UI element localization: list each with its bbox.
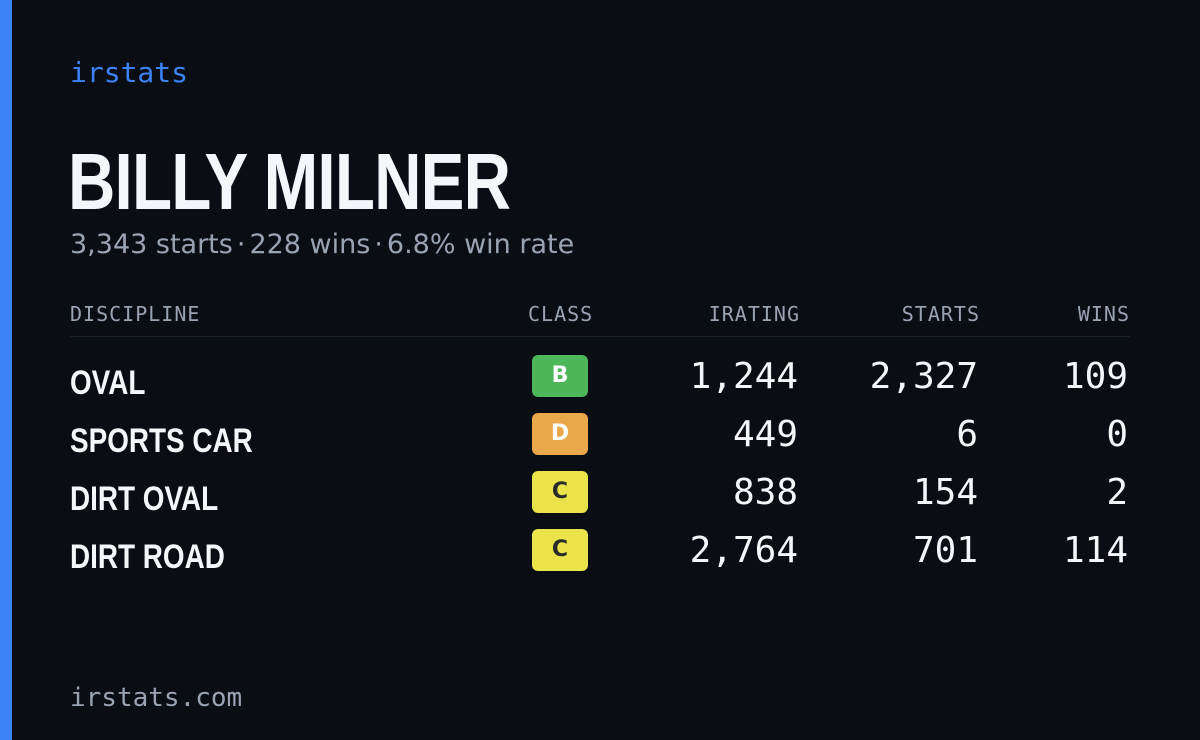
irating-value: 1,244 — [689, 356, 798, 397]
discipline-name: OVAL — [70, 364, 146, 402]
table-row: OVAL B 1,244 2,327 109 — [70, 353, 1130, 411]
class-badge: B — [532, 355, 588, 397]
class-badge: C — [532, 471, 588, 513]
summary-win-rate: 6.8% win rate — [386, 229, 575, 260]
summary-separator: · — [374, 229, 383, 260]
header-starts: STARTS — [901, 302, 980, 326]
table-row: DIRT ROAD C 2,764 701 114 — [70, 527, 1130, 585]
header-discipline: DISCIPLINE — [70, 302, 201, 326]
discipline-name: SPORTS CAR — [70, 422, 253, 460]
summary-starts: 3,343 starts — [70, 229, 233, 260]
driver-name: BILLY MILNER — [68, 137, 511, 226]
summary-separator: · — [236, 229, 246, 260]
footer-url: irstats.com — [70, 683, 243, 713]
starts-value: 2,327 — [869, 356, 978, 397]
header-wins: WINS — [1077, 302, 1130, 326]
discipline-name: DIRT OVAL — [70, 480, 219, 518]
irating-value: 449 — [732, 414, 798, 455]
table-row: DIRT OVAL C 838 154 2 — [70, 469, 1130, 527]
table-row: SPORTS CAR D 449 6 0 — [70, 411, 1130, 469]
wins-value: 2 — [1106, 472, 1128, 513]
table-header: DISCIPLINE CLASS IRATING STARTS WINS — [70, 296, 1130, 337]
discipline-stats-table: DISCIPLINE CLASS IRATING STARTS WINS OVA… — [70, 296, 1130, 585]
wins-value: 114 — [1062, 530, 1128, 571]
discipline-name: DIRT ROAD — [70, 538, 225, 576]
irating-value: 2,764 — [689, 530, 798, 571]
starts-value: 154 — [912, 472, 978, 513]
class-badge: C — [532, 529, 588, 571]
accent-bar — [0, 0, 12, 740]
table-body: OVAL B 1,244 2,327 109 SPORTS CAR D 449 … — [70, 353, 1130, 585]
wins-value: 109 — [1062, 356, 1128, 397]
starts-value: 6 — [956, 414, 978, 455]
class-badge: D — [532, 413, 588, 455]
header-irating: IRATING — [708, 302, 800, 326]
starts-value: 701 — [912, 530, 978, 571]
header-class: CLASS — [528, 302, 594, 326]
summary-wins: 228 wins — [249, 229, 371, 260]
wins-value: 0 — [1106, 414, 1128, 455]
driver-summary: 3,343 starts · 228 wins · 6.8% win rate — [70, 228, 574, 262]
brand-logo-text: irstats — [70, 56, 189, 89]
irating-value: 838 — [732, 472, 798, 513]
